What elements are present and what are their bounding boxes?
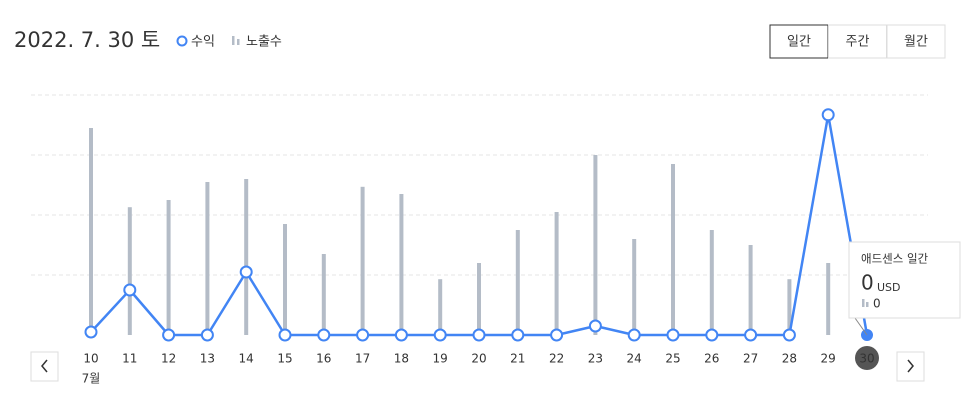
point[interactable] xyxy=(394,328,408,342)
next-button[interactable] xyxy=(896,351,925,382)
point[interactable] xyxy=(627,328,641,342)
x-tick-label[interactable]: 20 xyxy=(471,352,486,366)
x-tick-label[interactable]: 29 xyxy=(821,352,836,366)
point[interactable] xyxy=(821,108,835,122)
legend-label: 수익 xyxy=(191,35,215,50)
point[interactable] xyxy=(433,328,447,342)
point[interactable] xyxy=(550,328,564,342)
tooltip-icon xyxy=(866,302,869,307)
bar xyxy=(593,155,598,335)
x-tick-label[interactable]: 10 xyxy=(83,352,98,366)
legend-icon xyxy=(176,35,188,47)
tooltip-title: 애드센스 일간 xyxy=(861,252,929,266)
point[interactable] xyxy=(472,328,486,342)
bar xyxy=(205,182,210,335)
bar xyxy=(399,194,404,335)
prev-button[interactable] xyxy=(30,351,59,382)
tab[interactable] xyxy=(828,24,887,59)
point[interactable] xyxy=(744,328,758,342)
point[interactable] xyxy=(278,328,292,342)
x-tick-label[interactable]: 15 xyxy=(277,352,292,366)
point[interactable] xyxy=(666,328,680,342)
legend-icon xyxy=(237,39,240,45)
bar xyxy=(166,200,171,335)
point[interactable] xyxy=(162,328,176,342)
x-tick-label[interactable]: 16 xyxy=(316,352,331,366)
bar xyxy=(283,224,287,335)
tooltip-impressions: 0 xyxy=(873,297,881,311)
point[interactable] xyxy=(84,325,98,339)
point[interactable] xyxy=(782,328,796,342)
bar xyxy=(438,279,443,335)
x-tick-label[interactable]: 23 xyxy=(588,352,603,366)
bar xyxy=(671,164,675,335)
x-tick-label[interactable]: 14 xyxy=(239,352,254,366)
point[interactable] xyxy=(588,319,602,333)
tab-label: 일간 xyxy=(787,35,811,50)
tooltip-unit: USD xyxy=(877,281,901,294)
point[interactable] xyxy=(123,283,137,297)
x-tick-label[interactable]: 13 xyxy=(200,352,215,366)
month-label: 7월 xyxy=(82,372,101,386)
tab-label: 월간 xyxy=(904,35,928,50)
x-tick-label[interactable]: 19 xyxy=(433,352,448,366)
x-tick-label[interactable]: 22 xyxy=(549,352,564,366)
legend-label: 노출수 xyxy=(246,35,282,50)
x-tick-label[interactable]: 18 xyxy=(394,352,409,366)
bar xyxy=(321,254,326,335)
x-tick-label[interactable]: 26 xyxy=(704,352,719,366)
tab-label: 주간 xyxy=(846,35,870,50)
x-tick-label[interactable]: 21 xyxy=(510,352,525,366)
x-tick-label[interactable]: 11 xyxy=(122,352,137,366)
x-tick-label[interactable]: 30 xyxy=(859,352,874,366)
point[interactable] xyxy=(356,328,370,342)
x-tick-label[interactable]: 28 xyxy=(782,352,797,366)
x-tick-label[interactable]: 12 xyxy=(161,352,176,366)
next-icon xyxy=(907,359,914,373)
bar xyxy=(787,279,792,335)
bar xyxy=(244,179,249,335)
bar xyxy=(632,239,637,335)
selected-badge xyxy=(855,346,879,370)
bar xyxy=(748,245,753,335)
bar xyxy=(477,263,481,335)
x-tick-label[interactable]: 24 xyxy=(627,352,642,366)
point[interactable] xyxy=(239,265,253,279)
prev-icon xyxy=(41,359,48,373)
point[interactable] xyxy=(317,328,331,342)
tooltip-value: 0 xyxy=(861,271,874,295)
bar xyxy=(127,207,132,335)
point[interactable] xyxy=(705,328,719,342)
bar xyxy=(515,230,520,335)
tab[interactable] xyxy=(886,24,946,59)
tooltip-pointer xyxy=(854,317,868,336)
x-tick-label[interactable]: 17 xyxy=(355,352,370,366)
bar xyxy=(826,263,831,335)
x-tick-label[interactable]: 25 xyxy=(665,352,680,366)
bar xyxy=(89,128,93,335)
bar xyxy=(554,212,559,335)
point[interactable] xyxy=(200,328,214,342)
bar xyxy=(360,186,365,335)
x-tick-label[interactable]: 27 xyxy=(743,352,758,366)
legend-icon xyxy=(232,36,235,45)
bar xyxy=(709,230,714,335)
tooltip-icon xyxy=(862,299,865,307)
point[interactable] xyxy=(511,328,525,342)
chart-title: 2022. 7. 30 토 xyxy=(14,28,160,52)
